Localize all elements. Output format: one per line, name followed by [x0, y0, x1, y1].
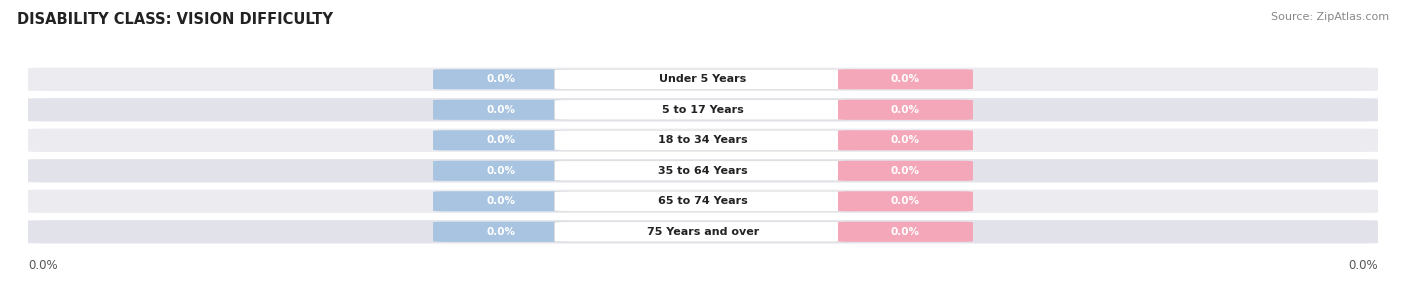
FancyBboxPatch shape — [433, 100, 568, 120]
FancyBboxPatch shape — [554, 191, 852, 211]
Text: 5 to 17 Years: 5 to 17 Years — [662, 105, 744, 115]
FancyBboxPatch shape — [838, 69, 973, 89]
FancyBboxPatch shape — [21, 158, 1385, 183]
Text: 0.0%: 0.0% — [486, 196, 515, 206]
Text: DISABILITY CLASS: VISION DIFFICULTY: DISABILITY CLASS: VISION DIFFICULTY — [17, 12, 333, 27]
FancyBboxPatch shape — [554, 222, 852, 242]
Text: 0.0%: 0.0% — [891, 135, 920, 145]
Text: Under 5 Years: Under 5 Years — [659, 74, 747, 84]
Text: 0.0%: 0.0% — [891, 196, 920, 206]
FancyBboxPatch shape — [554, 69, 852, 89]
Text: 65 to 74 Years: 65 to 74 Years — [658, 196, 748, 206]
FancyBboxPatch shape — [838, 222, 973, 242]
FancyBboxPatch shape — [433, 161, 568, 181]
FancyBboxPatch shape — [433, 222, 568, 242]
FancyBboxPatch shape — [838, 191, 973, 211]
FancyBboxPatch shape — [21, 97, 1385, 122]
Text: 0.0%: 0.0% — [486, 135, 515, 145]
Text: 0.0%: 0.0% — [486, 166, 515, 176]
FancyBboxPatch shape — [554, 130, 852, 150]
FancyBboxPatch shape — [838, 100, 973, 120]
Text: 35 to 64 Years: 35 to 64 Years — [658, 166, 748, 176]
FancyBboxPatch shape — [21, 128, 1385, 153]
FancyBboxPatch shape — [433, 191, 568, 211]
Text: 0.0%: 0.0% — [486, 105, 515, 115]
Text: Source: ZipAtlas.com: Source: ZipAtlas.com — [1271, 12, 1389, 22]
Text: 18 to 34 Years: 18 to 34 Years — [658, 135, 748, 145]
Text: 0.0%: 0.0% — [891, 74, 920, 84]
Text: 0.0%: 0.0% — [486, 227, 515, 237]
Text: 0.0%: 0.0% — [486, 74, 515, 84]
FancyBboxPatch shape — [554, 100, 852, 120]
FancyBboxPatch shape — [838, 130, 973, 150]
FancyBboxPatch shape — [554, 161, 852, 181]
FancyBboxPatch shape — [433, 130, 568, 150]
FancyBboxPatch shape — [433, 69, 568, 89]
FancyBboxPatch shape — [21, 67, 1385, 92]
Text: 0.0%: 0.0% — [891, 166, 920, 176]
Text: 75 Years and over: 75 Years and over — [647, 227, 759, 237]
Text: 0.0%: 0.0% — [891, 105, 920, 115]
FancyBboxPatch shape — [21, 219, 1385, 244]
Text: 0.0%: 0.0% — [891, 227, 920, 237]
FancyBboxPatch shape — [838, 161, 973, 181]
Legend: Male, Female: Male, Female — [630, 300, 776, 305]
FancyBboxPatch shape — [21, 189, 1385, 214]
Text: 0.0%: 0.0% — [1348, 259, 1378, 272]
Text: 0.0%: 0.0% — [28, 259, 58, 272]
